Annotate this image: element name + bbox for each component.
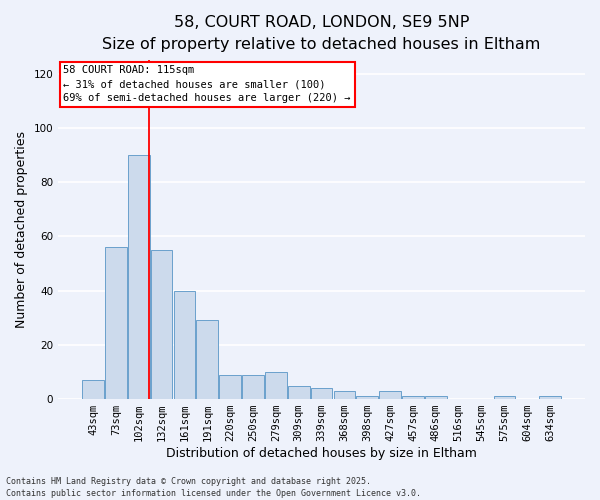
Bar bbox=[105, 248, 127, 399]
Bar bbox=[494, 396, 515, 399]
Title: 58, COURT ROAD, LONDON, SE9 5NP
Size of property relative to detached houses in : 58, COURT ROAD, LONDON, SE9 5NP Size of … bbox=[103, 15, 541, 52]
Bar bbox=[539, 396, 561, 399]
Bar bbox=[288, 386, 310, 399]
Text: Contains HM Land Registry data © Crown copyright and database right 2025.
Contai: Contains HM Land Registry data © Crown c… bbox=[6, 476, 421, 498]
Bar bbox=[265, 372, 287, 399]
Text: 58 COURT ROAD: 115sqm
← 31% of detached houses are smaller (100)
69% of semi-det: 58 COURT ROAD: 115sqm ← 31% of detached … bbox=[64, 66, 351, 104]
Bar bbox=[379, 391, 401, 399]
Bar bbox=[151, 250, 172, 399]
Bar bbox=[82, 380, 104, 399]
Bar bbox=[196, 320, 218, 399]
Bar bbox=[311, 388, 332, 399]
Bar bbox=[356, 396, 378, 399]
Bar bbox=[242, 374, 264, 399]
Bar bbox=[219, 374, 241, 399]
X-axis label: Distribution of detached houses by size in Eltham: Distribution of detached houses by size … bbox=[166, 447, 477, 460]
Bar bbox=[425, 396, 447, 399]
Bar bbox=[128, 155, 149, 399]
Bar bbox=[173, 290, 195, 399]
Bar bbox=[334, 391, 355, 399]
Y-axis label: Number of detached properties: Number of detached properties bbox=[15, 131, 28, 328]
Bar bbox=[402, 396, 424, 399]
